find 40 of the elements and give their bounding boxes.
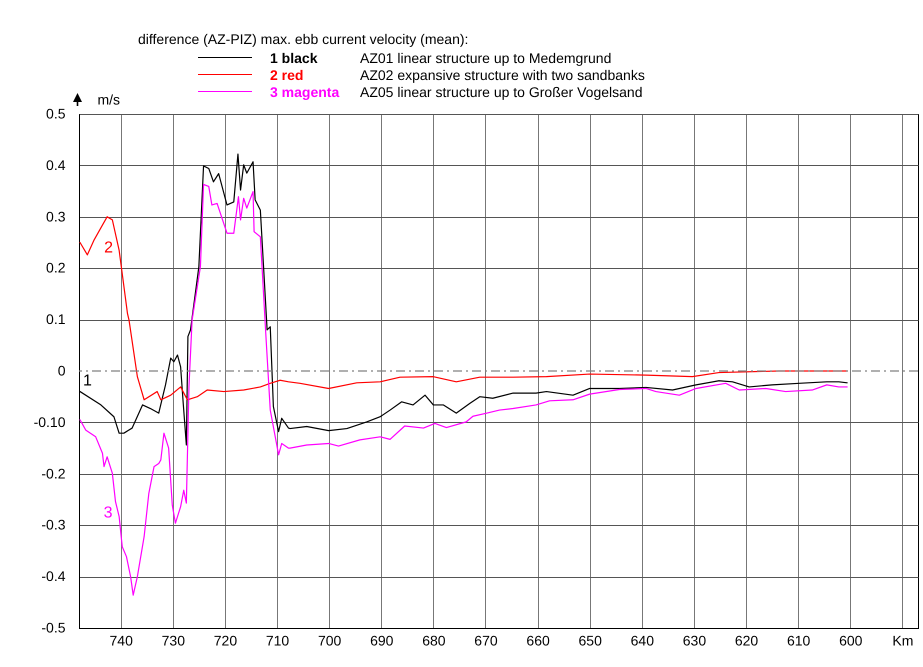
y-tick-label: 0.1 xyxy=(46,311,66,328)
x-tick-label: 610 xyxy=(786,632,811,648)
y-tick-label: -0.5 xyxy=(41,620,66,636)
y-tick-label: 0.2 xyxy=(46,260,66,276)
x-tick-label: 690 xyxy=(370,632,394,648)
legend-title: difference (AZ-PIZ) max. ebb current velocity (mean): xyxy=(138,31,470,47)
annotation: 3 xyxy=(104,504,113,522)
x-tick-label: 700 xyxy=(318,632,342,648)
legend-label: 2 red xyxy=(270,66,304,82)
y-tick-label: -0.2 xyxy=(41,465,66,482)
text: AZ01 linear structure up to Medemgrund xyxy=(360,50,612,66)
legend-label: 1 black xyxy=(270,50,318,66)
y-tick-label: -0.10 xyxy=(34,414,66,430)
x-tick-label: 680 xyxy=(422,632,446,648)
x-tick-label: 620 xyxy=(734,632,758,648)
annotation: 2 xyxy=(104,239,114,256)
x-tick-label: 710 xyxy=(266,632,290,648)
x-tick-label: 730 xyxy=(162,632,186,648)
x-tick-label: 640 xyxy=(630,632,654,648)
x-tick-label: 600 xyxy=(839,632,863,648)
y-tick-label: 0 xyxy=(58,362,66,378)
y-axis-title: m/s xyxy=(98,92,120,108)
y-tick-label: 0.4 xyxy=(46,156,66,173)
legend-label: 3 magenta xyxy=(270,84,340,100)
x-tick-label: 720 xyxy=(214,632,238,648)
y-tick-label: 0.5 xyxy=(46,106,66,122)
x-tick-label: 660 xyxy=(526,632,550,648)
x-tick-label: 650 xyxy=(578,632,602,648)
annotation: 1 xyxy=(83,372,92,390)
line-series xyxy=(79,216,848,400)
text: AZ02 expansive structure with two sandbanks xyxy=(360,66,645,82)
x-tick-label: 740 xyxy=(110,632,134,648)
x-tick-label: 670 xyxy=(474,632,498,648)
x-tick-label: Km xyxy=(892,632,914,648)
y-tick-label: 0.3 xyxy=(46,208,66,224)
y-tick-label: -0.4 xyxy=(41,568,66,584)
x-tick-label: 630 xyxy=(682,632,706,648)
text: AZ05 linear structure up to Großer Vogelsand xyxy=(360,84,642,100)
line-series xyxy=(79,184,848,596)
y-tick-label: -0.3 xyxy=(41,516,66,533)
